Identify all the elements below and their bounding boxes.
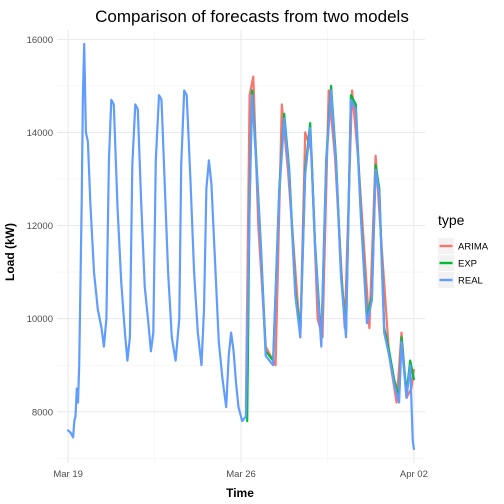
grid [57, 30, 425, 463]
x-tick-label: Mar 26 [226, 469, 256, 480]
y-axis-title: Load (kW) [3, 223, 17, 281]
legend-label-arima: ARIMA [458, 242, 489, 253]
legend-label-real: REAL [458, 276, 483, 287]
y-tick-label: 16000 [27, 35, 53, 46]
y-tick-label: 12000 [27, 221, 53, 232]
chart-title: Comparison of forecasts from two models [95, 7, 409, 26]
series-lines [67, 42, 415, 451]
legend: type ARIMA EXP REAL [438, 212, 489, 288]
series-line-real [67, 42, 415, 451]
x-axis-title: Time [226, 486, 254, 500]
y-tick-label: 10000 [27, 314, 53, 325]
x-axis-ticks: Mar 19 Mar 26 Apr 02 [53, 469, 428, 480]
y-tick-label: 14000 [27, 128, 53, 139]
legend-items: ARIMA EXP REAL [438, 238, 489, 288]
x-tick-label: Mar 19 [53, 469, 83, 480]
legend-title: type [438, 212, 465, 228]
series-line-exp [246, 84, 415, 423]
y-tick-label: 8000 [32, 407, 53, 418]
y-axis-ticks: 8000 10000 12000 14000 16000 [27, 35, 53, 418]
x-tick-label: Apr 02 [400, 469, 428, 480]
legend-label-exp: EXP [458, 259, 477, 270]
